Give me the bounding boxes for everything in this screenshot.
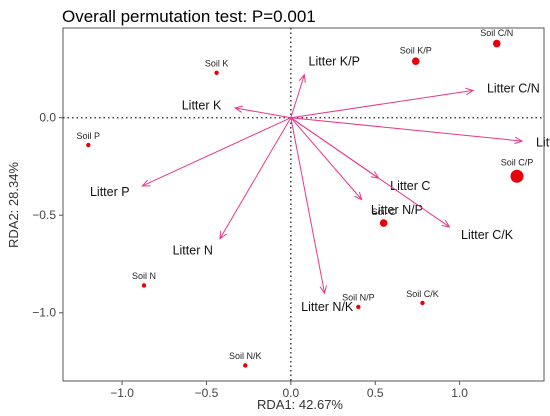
arrow-litter-k-p — [290, 74, 305, 118]
arrow-label-litter-c-n: Litter C/N — [487, 81, 540, 95]
arrowhead-litter-n-k — [319, 285, 327, 295]
point-soil-n-k — [243, 363, 248, 368]
point-soil-k-p — [411, 57, 420, 65]
x-tick-label: −0.5 — [195, 386, 219, 400]
arrowhead-litter-c-n — [465, 87, 475, 96]
axis-ticks: −1.0 −0.5 0.0 0.5 1.0 −1.0 −0.5 0.0 — [32, 111, 468, 400]
arrowhead-litter-k-p — [298, 73, 306, 83]
point-label-soil-c-k: Soil C/K — [406, 289, 439, 299]
point-soil-k — [214, 70, 219, 76]
point-soil-c — [379, 219, 388, 227]
point-layer: Soil K Soil K/P Soil C/N Soil P Soil C/P Soil… — [77, 28, 534, 368]
arrowhead-litter-n-p — [354, 191, 363, 201]
point-soil-c-p — [510, 169, 524, 183]
point-soil-c-n — [492, 39, 501, 48]
arrowhead-litter-c-p — [514, 136, 524, 145]
point-label-soil-n-k: Soil N/K — [229, 351, 262, 361]
chart-title: Overall permutation test: P=0.001 — [62, 7, 316, 26]
arrow-litter-n-p — [290, 117, 363, 200]
point-label-soil-n: Soil N — [132, 271, 156, 281]
arrow-litter-n-k — [290, 117, 326, 294]
reference-lines — [63, 28, 544, 381]
arrow-label-litter-n-p: Litter N/P — [371, 203, 423, 217]
x-tick-label: 0.5 — [367, 386, 384, 400]
point-label-soil-k-p: Soil K/P — [400, 45, 432, 55]
point-label-soil-c: Soil C — [372, 207, 397, 217]
point-label-soil-p: Soil P — [77, 131, 101, 141]
arrow-litter-p — [142, 117, 292, 187]
point-soil-n — [141, 283, 147, 288]
x-tick-label: 0.0 — [282, 386, 299, 400]
point-soil-p — [86, 142, 91, 148]
x-axis-label: RDA1: 42.67% — [257, 397, 343, 412]
point-label-soil-n-p: Soil N/P — [342, 293, 375, 303]
y-tick-label: −0.5 — [32, 208, 56, 222]
y-tick-label: −1.0 — [32, 306, 56, 320]
arrow-litter-c-p — [290, 117, 523, 142]
arrow-label-litter-c-k: Litter C/K — [461, 228, 514, 242]
arrow-label-litter-c-p: Litter C/P — [536, 136, 550, 150]
arrow-label-litter-k: Litter K — [182, 99, 222, 113]
point-label-soil-c-p: Soil C/P — [501, 158, 534, 168]
arrow-litter-k — [235, 107, 291, 119]
x-tick-label: 1.0 — [451, 386, 468, 400]
point-soil-c-k — [420, 300, 425, 306]
arrow-label-litter-k-p: Litter K/P — [309, 54, 360, 68]
arrow-litter-c-k — [290, 117, 450, 228]
arrowhead-litter-p — [141, 179, 151, 187]
arrowhead-litter-n — [219, 230, 227, 240]
plot-area — [62, 27, 545, 382]
arrowhead-litter-c-k — [441, 219, 451, 228]
point-soil-n-p — [356, 304, 361, 310]
arrow-layer: Litter K/P Litter C/N Litter K Litter C/P Li… — [90, 54, 550, 314]
x-tick-label: −1.0 — [110, 386, 134, 400]
point-label-soil-k: Soil K — [205, 59, 229, 69]
y-axis-label: RDA2: 28.34% — [6, 162, 21, 248]
arrow-litter-n — [219, 117, 292, 239]
arrow-label-litter-n: Litter N — [173, 244, 213, 258]
point-label-soil-c-n: Soil C/N — [480, 28, 513, 38]
arrowhead-litter-k — [233, 105, 244, 113]
arrow-litter-c-n — [290, 89, 474, 119]
y-tick-label: 0.0 — [39, 111, 56, 125]
arrow-label-litter-c: Litter C — [390, 179, 430, 193]
arrow-label-litter-n-k: Litter N/K — [301, 300, 354, 314]
arrow-label-litter-p: Litter P — [90, 185, 130, 199]
